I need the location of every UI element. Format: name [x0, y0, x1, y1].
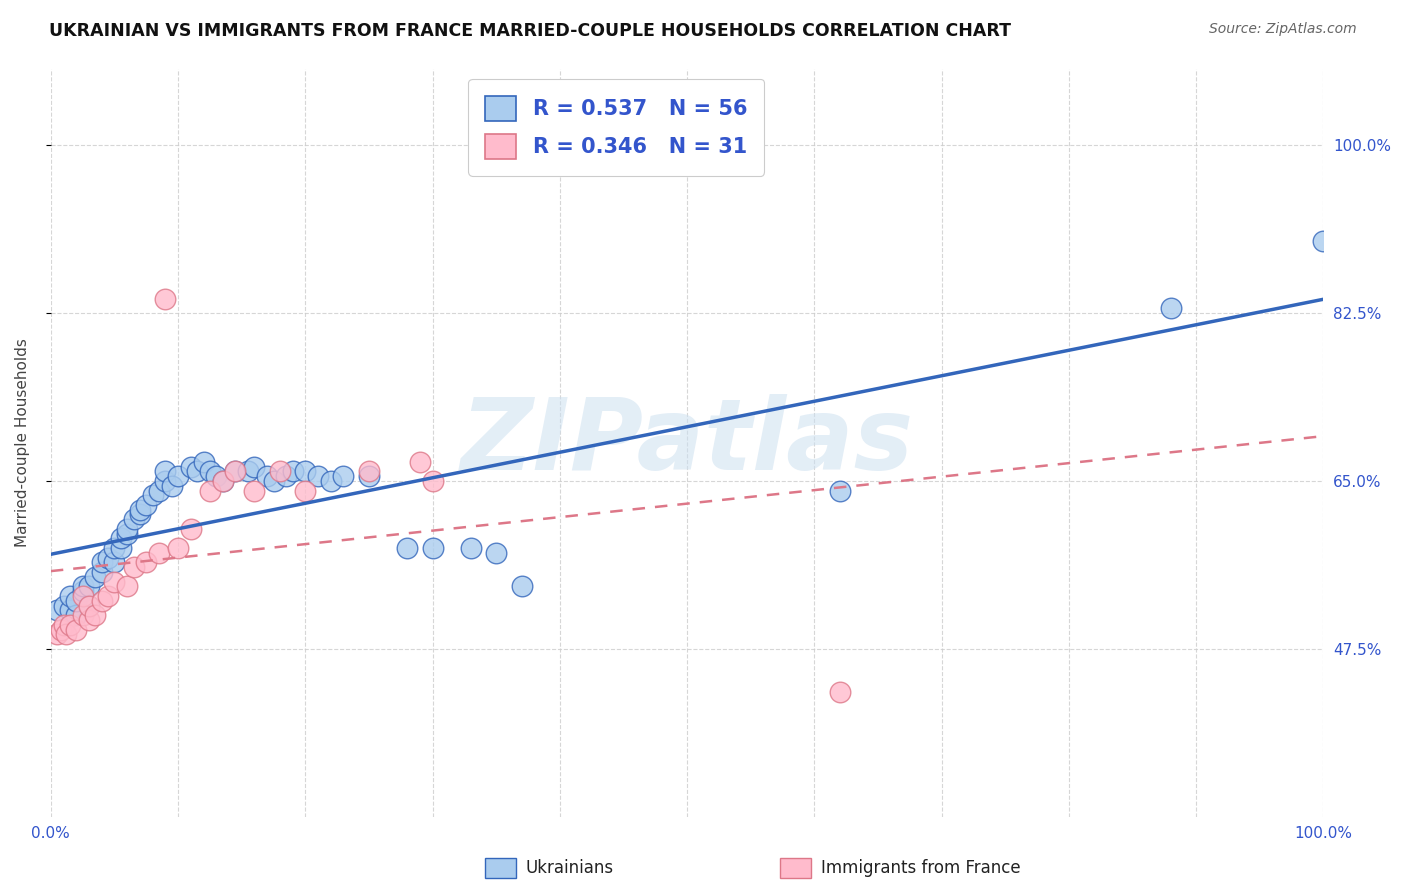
Text: UKRAINIAN VS IMMIGRANTS FROM FRANCE MARRIED-COUPLE HOUSEHOLDS CORRELATION CHART: UKRAINIAN VS IMMIGRANTS FROM FRANCE MARR…	[49, 22, 1011, 40]
Point	[72, 579, 94, 593]
Point	[198, 464, 221, 478]
Point	[167, 469, 190, 483]
Point	[52, 599, 75, 613]
Point	[148, 483, 170, 498]
Point	[46, 603, 69, 617]
Point	[77, 599, 100, 613]
Point	[186, 464, 208, 478]
Point	[77, 613, 100, 627]
Point	[135, 556, 157, 570]
Point	[59, 589, 82, 603]
Point	[357, 464, 380, 478]
Point	[122, 560, 145, 574]
Point	[129, 508, 152, 522]
Point	[828, 685, 851, 699]
Point	[72, 608, 94, 623]
Point	[332, 469, 354, 483]
Text: Ukrainians: Ukrainians	[526, 859, 614, 877]
Point	[65, 608, 87, 623]
Point	[90, 556, 112, 570]
Point	[115, 522, 138, 536]
Point	[396, 541, 419, 555]
Point	[84, 608, 107, 623]
Point	[103, 541, 125, 555]
Point	[90, 594, 112, 608]
Point	[59, 617, 82, 632]
Point	[77, 599, 100, 613]
Point	[485, 546, 508, 560]
Point	[276, 469, 298, 483]
Point	[148, 546, 170, 560]
Point	[198, 483, 221, 498]
Point	[77, 579, 100, 593]
Point	[281, 464, 304, 478]
Point	[97, 550, 120, 565]
Point	[90, 565, 112, 579]
Point	[103, 556, 125, 570]
Point	[142, 488, 165, 502]
Point	[319, 474, 342, 488]
Point	[122, 512, 145, 526]
Point	[422, 474, 444, 488]
Point	[155, 464, 177, 478]
Point	[72, 589, 94, 603]
Legend: R = 0.537   N = 56, R = 0.346   N = 31: R = 0.537 N = 56, R = 0.346 N = 31	[468, 78, 765, 176]
Point	[224, 464, 246, 478]
Text: Immigrants from France: Immigrants from France	[821, 859, 1021, 877]
Point	[59, 603, 82, 617]
Point	[72, 584, 94, 599]
Point	[294, 483, 316, 498]
Point	[103, 574, 125, 589]
Text: ZIPatlas: ZIPatlas	[461, 394, 914, 491]
Point	[307, 469, 329, 483]
Point	[422, 541, 444, 555]
Point	[263, 474, 285, 488]
Point	[236, 464, 259, 478]
Point	[84, 570, 107, 584]
Point	[193, 455, 215, 469]
Point	[110, 532, 132, 546]
Point	[828, 483, 851, 498]
Point	[167, 541, 190, 555]
Point	[97, 589, 120, 603]
Point	[205, 469, 228, 483]
Point	[160, 479, 183, 493]
Point	[115, 526, 138, 541]
Point	[180, 459, 202, 474]
Point	[155, 474, 177, 488]
Point	[460, 541, 482, 555]
Point	[1312, 234, 1334, 248]
Point	[135, 498, 157, 512]
Point	[129, 502, 152, 516]
Text: Source: ZipAtlas.com: Source: ZipAtlas.com	[1209, 22, 1357, 37]
Point	[180, 522, 202, 536]
Point	[52, 617, 75, 632]
Point	[224, 464, 246, 478]
Point	[211, 474, 233, 488]
Point	[110, 541, 132, 555]
Point	[46, 627, 69, 641]
Point	[211, 474, 233, 488]
Point	[510, 579, 533, 593]
Point	[294, 464, 316, 478]
Point	[65, 623, 87, 637]
Point	[49, 623, 72, 637]
Point	[115, 579, 138, 593]
Y-axis label: Married-couple Households: Married-couple Households	[15, 338, 30, 547]
Point	[243, 483, 266, 498]
Point	[155, 292, 177, 306]
Point	[1160, 301, 1182, 316]
Point	[409, 455, 432, 469]
Point	[243, 459, 266, 474]
Point	[256, 469, 278, 483]
Point	[65, 594, 87, 608]
Point	[269, 464, 291, 478]
Point	[357, 469, 380, 483]
Point	[55, 627, 77, 641]
